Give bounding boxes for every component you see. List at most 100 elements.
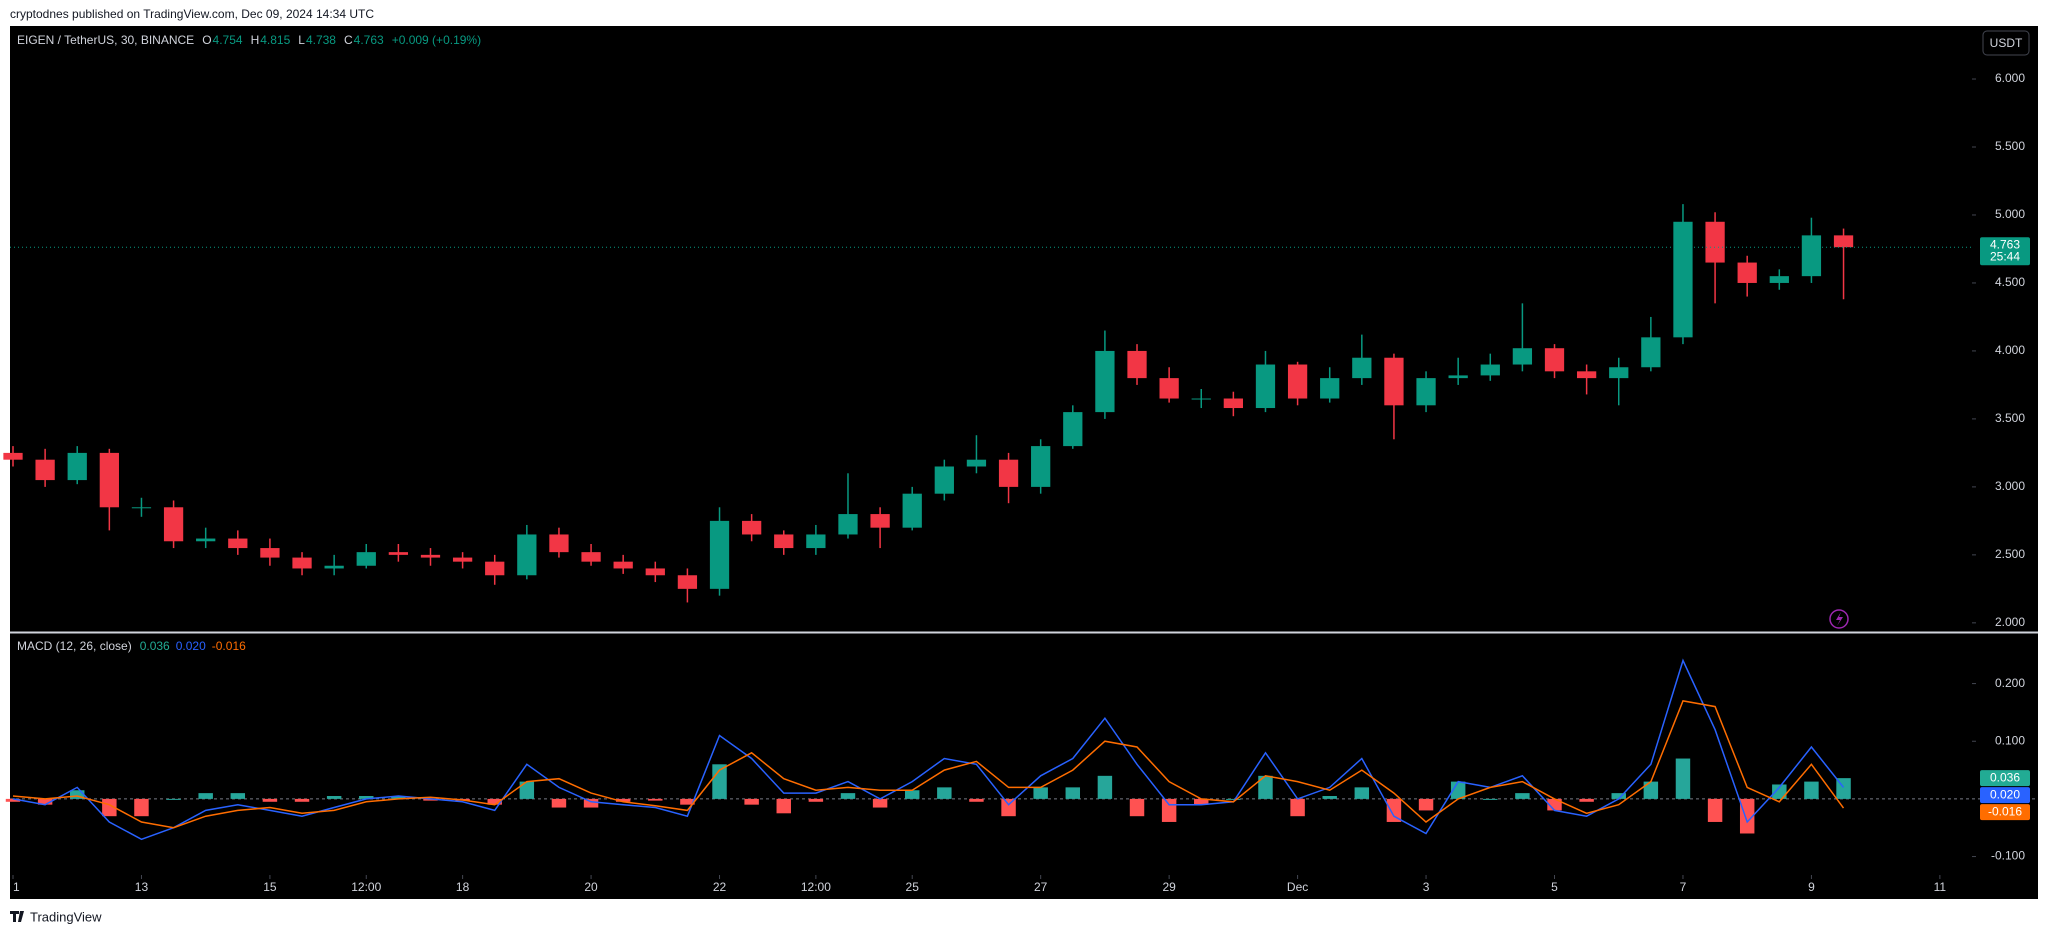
candle-body (1159, 378, 1179, 399)
histogram-bar (262, 798, 278, 802)
x-tick-label: 12:00 (801, 880, 831, 894)
symbol-title: EIGEN / TetherUS, 30, BINANCE (17, 33, 194, 47)
x-tick-label: 7 (1680, 880, 1687, 894)
histogram-bar (5, 798, 21, 802)
y-tick-label: 0.100 (1995, 733, 2025, 747)
histogram-bar (776, 798, 791, 814)
x-tick-label: 3 (1423, 880, 1430, 894)
candle-body (1191, 398, 1211, 400)
candle-body (35, 459, 55, 481)
currency-button[interactable] (1982, 30, 2030, 56)
countdown: 25:44 (1990, 249, 2020, 263)
ohlc-value: 4.754 (213, 33, 243, 47)
histogram-bar (1707, 798, 1723, 822)
histogram-bar (37, 798, 53, 805)
histogram-bar (937, 787, 952, 799)
histogram-bar (423, 798, 438, 801)
candle-body (131, 507, 152, 509)
histogram-bar (1483, 798, 1498, 800)
candle-body (1352, 357, 1372, 379)
price-change: +0.009 (+0.19%) (392, 33, 481, 47)
histogram-bar (1129, 798, 1145, 817)
histogram-bar (487, 798, 502, 805)
y-tick-label: 3.500 (1995, 411, 2025, 425)
currency-label[interactable]: USDT (1990, 36, 2023, 50)
y-tick-label: 4.500 (1995, 275, 2025, 289)
candle-body (1544, 348, 1565, 372)
y-tick-label: -0.100 (1991, 849, 2025, 863)
histogram-bar (648, 798, 663, 801)
candle-body (1737, 262, 1757, 283)
ohlc-value: 4.763 (354, 33, 384, 47)
candle-body (613, 561, 633, 569)
value-box (1980, 787, 2030, 804)
histogram-bar (1001, 798, 1016, 817)
candle-body (1833, 235, 1854, 248)
histogram-bar (1450, 781, 1466, 799)
y-tick-label: 5.000 (1995, 207, 2025, 221)
x-tick-label: 11 (1934, 880, 1947, 894)
histogram-bar (1033, 787, 1048, 799)
candle-body (420, 554, 441, 558)
candle-body (1223, 398, 1243, 409)
value-box (1980, 804, 2030, 821)
histogram-bar (326, 796, 342, 799)
value-box (1980, 770, 2030, 787)
ohlc-key: O (202, 33, 211, 47)
candle-body (1705, 221, 1725, 263)
x-tick-label: 20 (584, 880, 598, 894)
candle-body (774, 534, 794, 549)
candle-body (452, 557, 473, 562)
candle-body (838, 514, 858, 535)
candle-body (1384, 357, 1404, 406)
histogram-bar (744, 798, 759, 805)
histogram-bar (904, 790, 920, 799)
legend-value: 0.036 (140, 639, 170, 653)
histogram-bar (1290, 798, 1305, 817)
histogram-bar (1739, 798, 1755, 834)
y-tick-label: 2.000 (1995, 615, 2025, 629)
candle-body (998, 459, 1019, 487)
chart-pane (10, 26, 2038, 899)
histogram-bar (1643, 781, 1659, 799)
candle-body (67, 452, 87, 481)
histogram-bar (1515, 793, 1530, 799)
candle-body (966, 459, 987, 467)
histogram-bar (1547, 798, 1562, 811)
published-note: cryptodnes published on TradingView.com,… (10, 7, 374, 21)
candle-body (1416, 378, 1436, 406)
candle-body (934, 466, 954, 494)
histogram-bar (1065, 787, 1081, 799)
x-tick-label: 9 (1808, 880, 1815, 894)
histogram-bar (1418, 798, 1434, 811)
lightning-icon[interactable] (1829, 609, 1849, 629)
histogram-bar (1611, 793, 1626, 799)
candle-body (1031, 446, 1051, 487)
candle-body (1641, 337, 1661, 368)
y-tick-label: 3.000 (1995, 479, 2025, 493)
histogram-bar (391, 796, 406, 799)
y-tick-label: 5.500 (1995, 139, 2025, 153)
y-tick-label: 2.500 (1995, 547, 2025, 561)
candle-body (485, 561, 505, 576)
y-tick-label: 4.000 (1995, 343, 2025, 357)
ohlc-key: C (344, 33, 353, 47)
last-price-box (1980, 237, 2030, 266)
histogram-bar (680, 798, 695, 805)
candle-body (1320, 378, 1340, 399)
candle-body (709, 520, 730, 589)
legend-value: -0.016 (212, 639, 246, 653)
candle-body (388, 552, 409, 555)
histogram-bar (198, 793, 213, 799)
histogram-bar (969, 798, 984, 802)
histogram-bar (1258, 775, 1273, 799)
histogram-bar (519, 781, 535, 799)
candle-body (1576, 371, 1597, 379)
histogram-bar (1354, 787, 1370, 799)
candle-body (1063, 412, 1083, 447)
ohlc-key: H (251, 33, 260, 47)
ohlc-value: 4.738 (306, 33, 336, 47)
histogram-bar (551, 798, 567, 808)
